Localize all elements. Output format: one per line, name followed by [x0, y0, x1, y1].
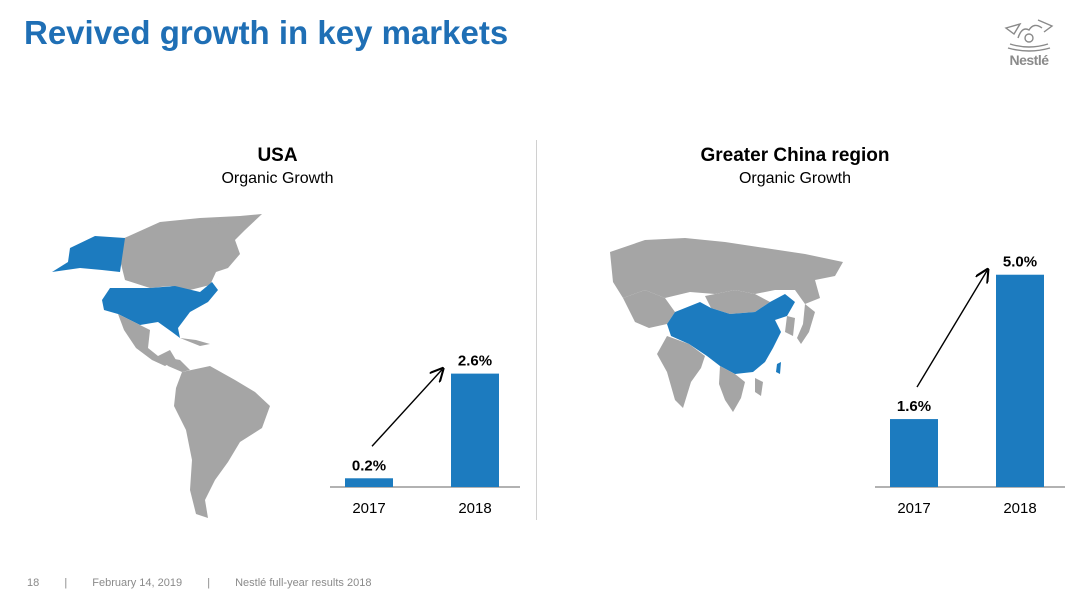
footer-date: February 14, 2019 — [92, 577, 183, 589]
china-title: Greater China region — [700, 145, 890, 166]
bird-nest-icon — [1004, 19, 1054, 52]
usa-bar-2017 — [345, 478, 393, 487]
usa-panel: USA Organic Growth — [30, 140, 530, 530]
footer-report: Nestlé full-year results 2018 — [235, 577, 372, 589]
usa-value-label-2018: 2.6% — [458, 353, 492, 370]
panel-divider — [536, 140, 537, 520]
china-tick-2018: 2018 — [1003, 500, 1036, 517]
footer: 18 | February 14, 2019 | Nestlé full-yea… — [27, 577, 393, 589]
china-bar-2017 — [890, 419, 938, 487]
footer-separator: | — [64, 577, 68, 589]
nestle-logo: Nestlé — [998, 14, 1060, 70]
china-bar-2018 — [996, 274, 1044, 487]
usa-tick-2018: 2018 — [458, 500, 491, 517]
usa-title: USA — [257, 145, 298, 166]
usa-value-label-2017: 0.2% — [352, 457, 386, 474]
china-value-label-2017: 1.6% — [897, 398, 931, 415]
china-value-label-2018: 5.0% — [1003, 254, 1037, 271]
asia-map-icon — [610, 238, 843, 412]
china-trend-arrow — [916, 271, 987, 388]
china-subtitle: Organic Growth — [738, 170, 852, 187]
footer-page-number: 18 — [27, 577, 40, 589]
slide-title: Revived growth in key markets — [24, 14, 509, 51]
usa-trend-arrow — [371, 370, 442, 447]
logo-wordmark: Nestlé — [1009, 52, 1049, 68]
usa-tick-2017: 2017 — [352, 500, 385, 517]
china-bar-chart: 1.6% 5.0% 2017 2018 — [875, 254, 1065, 517]
china-panel: Greater China region Organic Growth — [545, 140, 1045, 530]
usa-bar-2018 — [451, 373, 499, 487]
usa-bar-chart: 0.2% 2.6% 2017 2018 — [330, 353, 520, 517]
china-tick-2017: 2017 — [897, 500, 930, 517]
usa-subtitle: Organic Growth — [221, 170, 334, 187]
footer-separator: | — [207, 577, 211, 589]
americas-map-icon — [52, 214, 270, 518]
